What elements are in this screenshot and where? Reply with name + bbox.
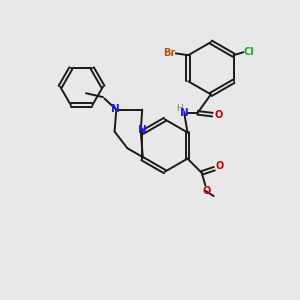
Text: Br: Br <box>163 48 175 58</box>
Text: O: O <box>214 110 223 120</box>
Text: H: H <box>176 104 183 113</box>
Text: N: N <box>180 108 189 118</box>
Text: N: N <box>138 125 147 135</box>
Text: O: O <box>202 186 210 196</box>
Text: O: O <box>215 161 224 171</box>
Text: N: N <box>111 104 120 114</box>
Text: Cl: Cl <box>244 46 255 57</box>
